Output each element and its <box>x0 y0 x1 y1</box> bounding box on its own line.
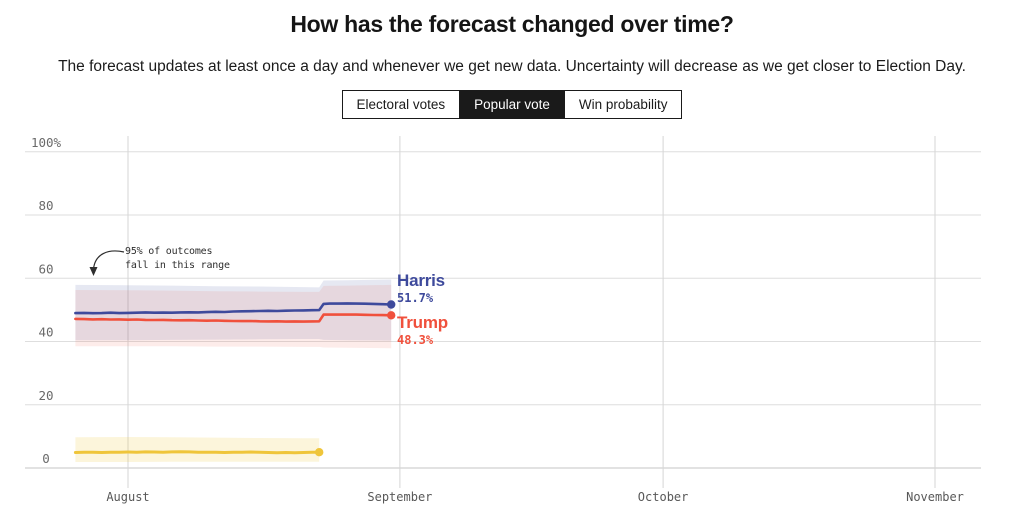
x-axis-tick-label: November <box>906 490 964 504</box>
harris-end-dot <box>387 300 396 309</box>
x-axis-tick-label: August <box>106 490 149 504</box>
page-title: How has the forecast changed over time? <box>290 11 734 37</box>
annotation-arrow <box>89 250 125 276</box>
y-axis-tick-label: 20 <box>38 388 53 403</box>
third-party-line <box>73 450 321 455</box>
page-subtitle: The forecast updates at least once a day… <box>58 58 966 75</box>
tab-popular-vote[interactable]: Popular vote <box>459 90 565 119</box>
harris-value: 51.7% <box>397 291 434 305</box>
tab-win-probability[interactable]: Win probability <box>563 90 683 119</box>
y-axis-tick-label: 80 <box>38 198 53 213</box>
x-axis-tick-label: September <box>367 490 432 504</box>
third-party-uncertainty-band <box>75 437 320 462</box>
x-axis-tick-label: October <box>638 490 689 504</box>
trump-end-label: Trump 48.3% <box>397 313 448 347</box>
harris-uncertainty-band <box>75 279 392 341</box>
trump-value: 48.3% <box>397 333 434 347</box>
tab-electoral-votes[interactable]: Electoral votes <box>341 90 461 119</box>
range-annotation: 95% of outcomes fall in this range <box>125 246 230 271</box>
y-axis-tick-label: 100% <box>31 135 62 150</box>
y-axis-tick-label: 0 <box>42 451 50 466</box>
trump-uncertainty-band <box>75 284 392 349</box>
third-party-end-dot <box>315 448 324 457</box>
trump-name: Trump <box>397 313 448 332</box>
trump-line <box>74 313 393 323</box>
harris-end-label: Harris 51.7% <box>397 271 445 305</box>
metric-tabs: Electoral votes Popular vote Win probabi… <box>0 90 1024 119</box>
harris-line <box>74 302 393 315</box>
harris-name: Harris <box>397 271 445 290</box>
trump-end-dot <box>387 311 396 320</box>
y-axis-tick-label: 40 <box>38 325 53 340</box>
y-axis-tick-label: 60 <box>38 261 53 276</box>
